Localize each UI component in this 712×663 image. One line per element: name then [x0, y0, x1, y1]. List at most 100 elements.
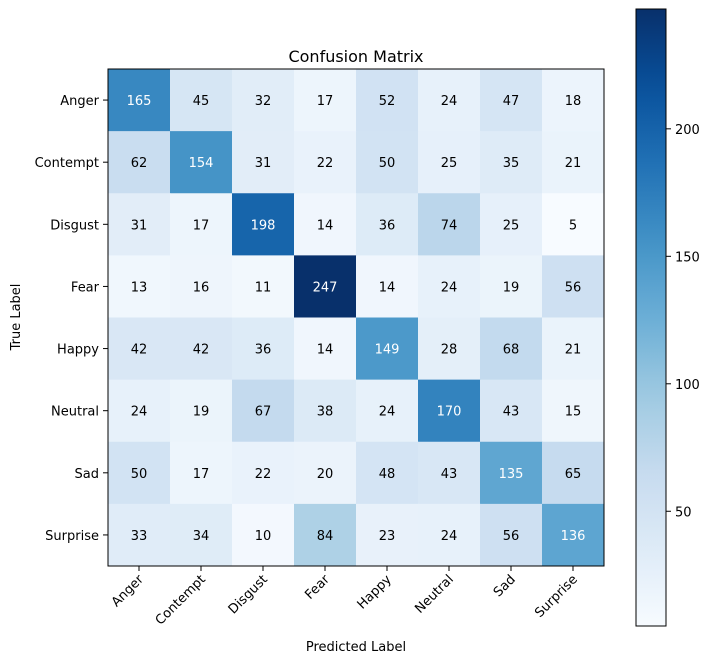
- cell-value-label: 22: [255, 467, 272, 482]
- cell-value-label: 52: [379, 94, 396, 109]
- cell-value-label: 14: [379, 280, 396, 295]
- cell-value-label: 14: [317, 343, 334, 358]
- heatmap-cell: [108, 503, 171, 567]
- cell-value-label: 154: [189, 156, 214, 171]
- heatmap-cell: [232, 131, 295, 194]
- cell-value-label: 17: [317, 94, 334, 109]
- heatmap-cell: [356, 441, 419, 505]
- cell-value-label: 17: [193, 218, 210, 233]
- y-tick-label: Sad: [75, 467, 99, 482]
- cell-value-label: 84: [317, 529, 334, 544]
- cell-value-label: 50: [131, 467, 148, 482]
- heatmap-cell: [108, 255, 171, 318]
- heatmap-cell: [356, 503, 419, 567]
- heatmap-cell: [170, 255, 233, 318]
- heatmap-cell: [170, 441, 233, 505]
- heatmap-cell: [170, 317, 233, 381]
- cell-value-label: 50: [379, 156, 396, 171]
- cell-value-label: 62: [131, 156, 148, 171]
- heatmap-cell: [108, 131, 171, 194]
- cell-value-label: 149: [375, 343, 400, 358]
- heatmap-cell: [418, 131, 481, 194]
- y-tick-label: Disgust: [50, 218, 99, 233]
- cell-value-label: 28: [441, 343, 458, 358]
- cell-value-label: 24: [441, 280, 458, 295]
- heatmap-cell: [480, 255, 543, 318]
- cell-value-label: 31: [131, 218, 148, 233]
- x-tick-label: Contempt: [153, 572, 209, 628]
- heatmap-cell: [418, 379, 481, 443]
- heatmap-cell: [170, 131, 233, 194]
- cell-value-label: 21: [565, 343, 582, 358]
- cell-value-label: 247: [313, 280, 338, 295]
- cell-value-label: 32: [255, 94, 272, 109]
- heatmap-cell: [542, 317, 605, 381]
- cell-value-label: 36: [255, 343, 272, 358]
- heatmap-cell: [232, 441, 295, 505]
- x-tick-label: Anger: [109, 572, 147, 610]
- heatmap-cell: [542, 441, 605, 505]
- cell-value-label: 24: [441, 94, 458, 109]
- heatmap-cells: [108, 69, 605, 567]
- cell-value-label: 18: [565, 94, 582, 109]
- heatmap-cell: [356, 379, 419, 443]
- cell-value-label: 17: [193, 467, 210, 482]
- cell-value-label: 65: [565, 467, 582, 482]
- cell-value-label: 11: [255, 280, 272, 295]
- heatmap-cell: [418, 441, 481, 505]
- heatmap-cell: [294, 317, 357, 381]
- x-tick-label: Fear: [302, 572, 333, 603]
- heatmap-cell: [542, 193, 605, 256]
- cell-value-label: 45: [193, 94, 210, 109]
- cell-value-label: 135: [499, 467, 524, 482]
- heatmap-cell: [356, 255, 419, 318]
- cell-value-label: 24: [131, 405, 148, 420]
- y-tick-label: Neutral: [51, 405, 99, 420]
- heatmap-cell: [232, 69, 295, 132]
- heatmap-cell: [542, 503, 605, 567]
- heatmap-cell: [480, 193, 543, 256]
- cell-value-label: 25: [441, 156, 458, 171]
- heatmap-cell: [542, 255, 605, 318]
- heatmap-cell: [356, 131, 419, 194]
- heatmap-cell: [480, 131, 543, 194]
- heatmap-cell: [480, 379, 543, 443]
- cell-value-label: 67: [255, 405, 272, 420]
- heatmap-cell: [170, 503, 233, 567]
- cell-value-label: 36: [379, 218, 396, 233]
- y-tick-label: Contempt: [35, 156, 99, 171]
- heatmap-cell: [232, 193, 295, 256]
- cell-value-label: 43: [441, 467, 458, 482]
- chart-title: Confusion Matrix: [288, 47, 423, 66]
- y-tick-label: Surprise: [45, 529, 99, 544]
- heatmap-cell: [108, 317, 171, 381]
- cell-value-label: 31: [255, 156, 272, 171]
- cell-value-label: 16: [193, 280, 210, 295]
- cell-value-label: 43: [503, 405, 520, 420]
- heatmap-cell: [356, 193, 419, 256]
- cell-value-label: 19: [193, 405, 210, 420]
- colorbar-tick-label: 200: [675, 123, 700, 138]
- cell-value-label: 165: [127, 94, 152, 109]
- heatmap-cell: [170, 69, 233, 132]
- x-tick-label: Disgust: [226, 572, 271, 617]
- cell-value-label: 25: [503, 218, 520, 233]
- y-tick-label: Anger: [60, 94, 99, 109]
- heatmap-cell: [480, 441, 543, 505]
- heatmap-cell: [294, 255, 357, 318]
- cell-value-label: 56: [503, 529, 520, 544]
- heatmap-cell: [232, 255, 295, 318]
- heatmap-cell: [418, 503, 481, 567]
- y-tick-label: Fear: [71, 280, 100, 295]
- cell-value-label: 5: [569, 218, 577, 233]
- cell-value-label: 24: [379, 405, 396, 420]
- colorbar-tick-label: 50: [675, 505, 692, 520]
- heatmap-cell: [294, 503, 357, 567]
- cell-value-label: 33: [131, 529, 148, 544]
- cell-value-label: 68: [503, 343, 520, 358]
- heatmap-cell: [542, 69, 605, 132]
- cell-value-label: 10: [255, 529, 272, 544]
- cell-value-label: 22: [317, 156, 334, 171]
